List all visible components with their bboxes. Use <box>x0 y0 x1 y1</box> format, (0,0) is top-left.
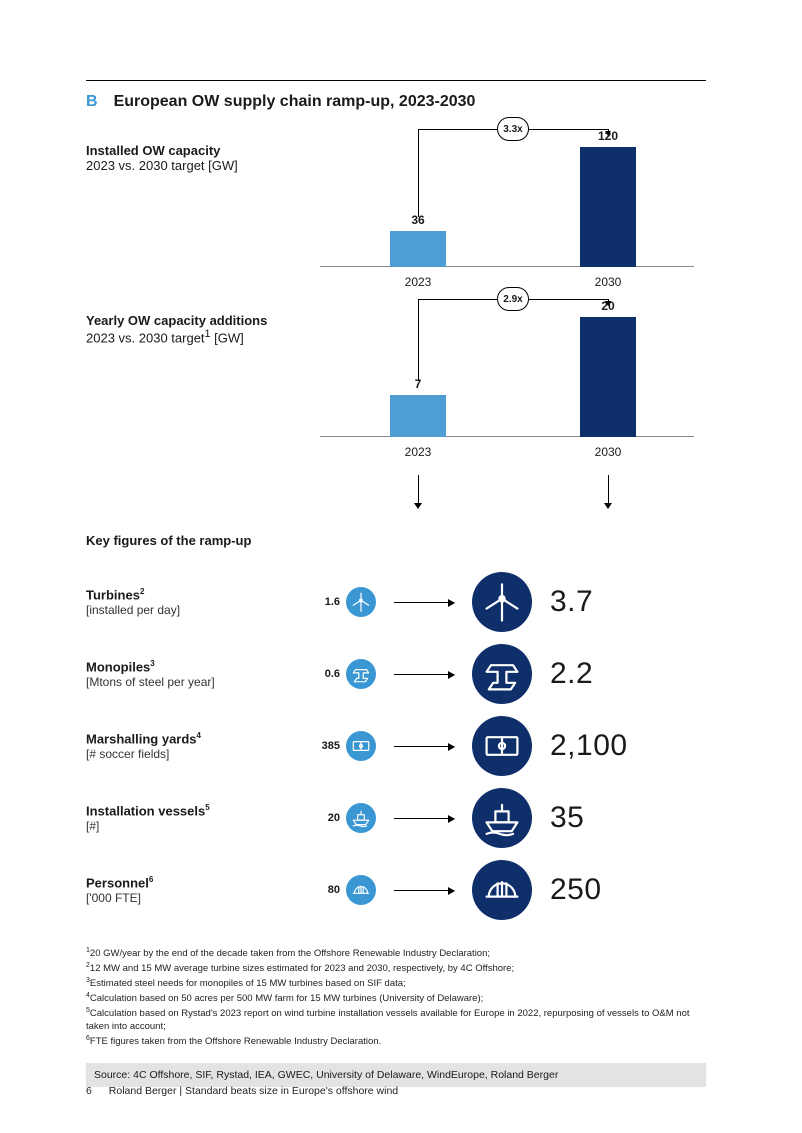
chart1-area: 36202312020303.3x <box>320 135 694 295</box>
kf-arrow <box>376 602 472 603</box>
key-figure-row-turbine: Turbines2[installed per day]1.6 3.7 <box>86 566 706 638</box>
turbine-icon <box>346 587 376 617</box>
key-figure-row-ship: Installation vessels5[#]20 35 <box>86 782 706 854</box>
chart2-area: 720232020302.9x <box>320 305 694 465</box>
section-letter: B <box>86 93 98 111</box>
page-footer: 6 Roland Berger | Standard beats size in… <box>86 1085 398 1097</box>
kf-name: Personnel6 <box>86 875 306 890</box>
kf-big-value: 3.7 <box>550 585 593 619</box>
kf-name: Marshalling yards4 <box>86 731 306 746</box>
kf-big-value: 2.2 <box>550 657 593 691</box>
kf-sub: [# soccer fields] <box>86 747 306 761</box>
bar-2023 <box>390 231 446 267</box>
bar-xlabel-2030: 2030 <box>580 445 636 459</box>
footnote-6: 6FTE figures taken from the Offshore Ren… <box>86 1034 706 1049</box>
helmet-icon <box>472 860 532 920</box>
key-figures-rows: Turbines2[installed per day]1.6 3.7 Monopi… <box>86 566 706 926</box>
key-figures-title: Key figures of the ramp-up <box>86 533 706 548</box>
kf-big-value: 35 <box>550 801 584 835</box>
top-rule <box>86 80 706 81</box>
kf-name: Monopiles3 <box>86 659 306 674</box>
section-title-text: European OW supply chain ramp-up, 2023-2… <box>114 93 476 111</box>
bar-2030 <box>580 317 636 437</box>
source-box: Source: 4C Offshore, SIF, Rystad, IEA, G… <box>86 1063 706 1087</box>
installed-capacity-chart: Installed OW capacity 2023 vs. 2030 targ… <box>86 135 706 295</box>
kf-small-value: 0.6 <box>306 668 346 680</box>
bar-2030 <box>580 147 636 267</box>
kf-arrow <box>376 746 472 747</box>
key-figure-row-field: Marshalling yards4[# soccer fields]385 2,… <box>86 710 706 782</box>
section-title: B European OW supply chain ramp-up, 2023… <box>86 93 706 111</box>
kf-label: Personnel6['000 FTE] <box>86 875 306 904</box>
bar-xlabel-2023: 2023 <box>390 275 446 289</box>
field-icon <box>346 731 376 761</box>
bar-2023 <box>390 395 446 437</box>
kf-label: Monopiles3[Mtons of steel per year] <box>86 659 306 688</box>
kf-small-value: 385 <box>306 740 346 752</box>
chart2-sub-prefix: 2023 vs. 2030 target <box>86 330 205 345</box>
bar-xlabel-2023: 2023 <box>390 445 446 459</box>
key-figure-row-steel: Monopiles3[Mtons of steel per year]0.6 2.… <box>86 638 706 710</box>
chart2-sub-suffix: [GW] <box>211 330 244 345</box>
kf-label: Turbines2[installed per day] <box>86 587 306 616</box>
field-icon <box>472 716 532 776</box>
footnote-4: 4Calculation based on 50 acres per 500 M… <box>86 991 706 1006</box>
bar-xlabel-2030: 2030 <box>580 275 636 289</box>
kf-label: Marshalling yards4[# soccer fields] <box>86 731 306 760</box>
steel-icon <box>472 644 532 704</box>
down-arrow-left-line <box>418 475 419 503</box>
footer-text: Roland Berger | Standard beats size in E… <box>109 1085 398 1097</box>
down-arrows <box>86 475 706 515</box>
yearly-additions-chart: Yearly OW capacity additions 2023 vs. 20… <box>86 305 706 465</box>
kf-arrow <box>376 890 472 891</box>
kf-sub: [#] <box>86 819 306 833</box>
helmet-icon <box>346 875 376 905</box>
kf-small-value: 1.6 <box>306 596 346 608</box>
ship-icon <box>472 788 532 848</box>
chart1-label: Installed OW capacity 2023 vs. 2030 targ… <box>86 143 306 173</box>
footnotes: 120 GW/year by the end of the decade tak… <box>86 946 706 1049</box>
page-number: 6 <box>86 1085 92 1097</box>
multiplier-badge: 2.9x <box>497 287 529 311</box>
down-arrow-right-head <box>604 503 612 509</box>
kf-name: Installation vessels5 <box>86 803 306 818</box>
chart1-label-sub: 2023 vs. 2030 target [GW] <box>86 158 306 173</box>
kf-arrow <box>376 818 472 819</box>
footnote-2: 212 MW and 15 MW average turbine sizes e… <box>86 961 706 976</box>
kf-big-value: 250 <box>550 873 602 907</box>
chart2-label: Yearly OW capacity additions 2023 vs. 20… <box>86 313 306 345</box>
kf-arrow <box>376 674 472 675</box>
key-figure-row-helmet: Personnel6['000 FTE]80 250 <box>86 854 706 926</box>
kf-label: Installation vessels5[#] <box>86 803 306 832</box>
ship-icon <box>346 803 376 833</box>
footnote-1: 120 GW/year by the end of the decade tak… <box>86 946 706 961</box>
chart2-label-sub: 2023 vs. 2030 target1 [GW] <box>86 328 306 345</box>
kf-sub: [installed per day] <box>86 603 306 617</box>
down-arrow-right-line <box>608 475 609 503</box>
kf-small-value: 20 <box>306 812 346 824</box>
down-arrow-left-head <box>414 503 422 509</box>
footnote-3: 3Estimated steel needs for monopiles of … <box>86 976 706 991</box>
multiplier-badge: 3.3x <box>497 117 529 141</box>
footnote-5: 5Calculation based on Rystad's 2023 repo… <box>86 1006 706 1034</box>
kf-sub: ['000 FTE] <box>86 891 306 905</box>
kf-big-value: 2,100 <box>550 729 628 763</box>
chart1-label-bold: Installed OW capacity <box>86 143 306 158</box>
kf-sub: [Mtons of steel per year] <box>86 675 306 689</box>
chart2-label-bold: Yearly OW capacity additions <box>86 313 306 328</box>
steel-icon <box>346 659 376 689</box>
kf-name: Turbines2 <box>86 587 306 602</box>
turbine-icon <box>472 572 532 632</box>
kf-small-value: 80 <box>306 884 346 896</box>
